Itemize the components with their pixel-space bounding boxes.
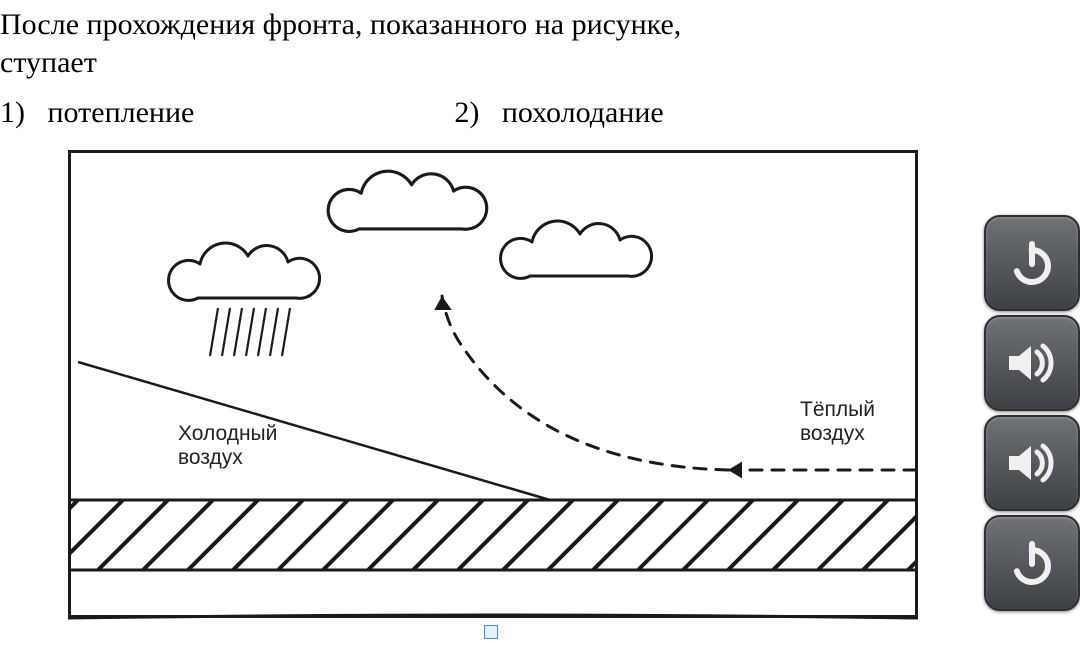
option-1-num: 1) [0,96,25,129]
label-warm-air: Тёплыйвоздух [800,398,875,445]
volume-button-1[interactable] [984,315,1080,411]
question-line2: ступает [0,46,97,79]
power-icon [1005,536,1059,590]
option-2-num: 2) [454,96,479,129]
question-text: После прохождения фронта, показанного на… [0,6,1070,81]
option-1-text: потепление [48,96,195,129]
volume-button-2[interactable] [984,415,1080,511]
speaker-icon [1003,436,1061,490]
power-icon [1005,236,1059,290]
option-2[interactable]: 2) похолодание [454,96,663,130]
speaker-icon [1003,336,1061,390]
option-2-text: похолодание [502,96,664,129]
selection-handle-icon[interactable] [484,625,498,639]
diagram: ХолодныйвоздухТёплыйвоздух [68,150,918,620]
question-line1: После прохождения фронта, показанного на… [0,8,681,41]
power-button-1[interactable] [984,215,1080,311]
power-button-2[interactable] [984,515,1080,611]
control-button-stack [984,215,1080,615]
option-1[interactable]: 1) потепление [0,96,194,130]
options-row: 1) потепление 2) похолодание [0,96,1000,130]
